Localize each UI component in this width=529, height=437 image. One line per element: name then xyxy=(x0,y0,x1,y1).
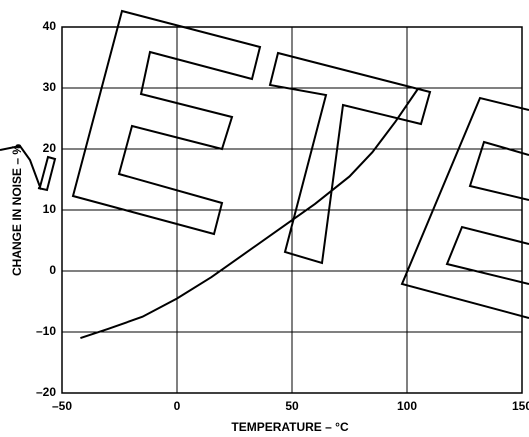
y-tick-label: 20 xyxy=(43,141,57,155)
y-tick-label: –20 xyxy=(36,385,56,399)
x-tick-label: 0 xyxy=(174,399,181,413)
data-line xyxy=(80,87,420,340)
y-tick-label: 0 xyxy=(49,263,56,277)
x-tick-label: –50 xyxy=(52,399,72,413)
x-tick-label: 50 xyxy=(285,399,299,413)
plot-frame xyxy=(61,26,523,394)
x-tick-label: 100 xyxy=(397,399,417,413)
x-tick-label: 150 xyxy=(512,399,529,413)
x-axis-label: TEMPERATURE – °C xyxy=(231,420,349,434)
y-tick-label: 30 xyxy=(43,80,57,94)
watermark xyxy=(0,9,529,319)
y-tick-label: –10 xyxy=(36,324,56,338)
y-axis-label: CHANGE IN NOISE – % xyxy=(10,144,24,276)
y-tick-label: 10 xyxy=(43,202,57,216)
y-tick-label: 40 xyxy=(43,19,57,33)
